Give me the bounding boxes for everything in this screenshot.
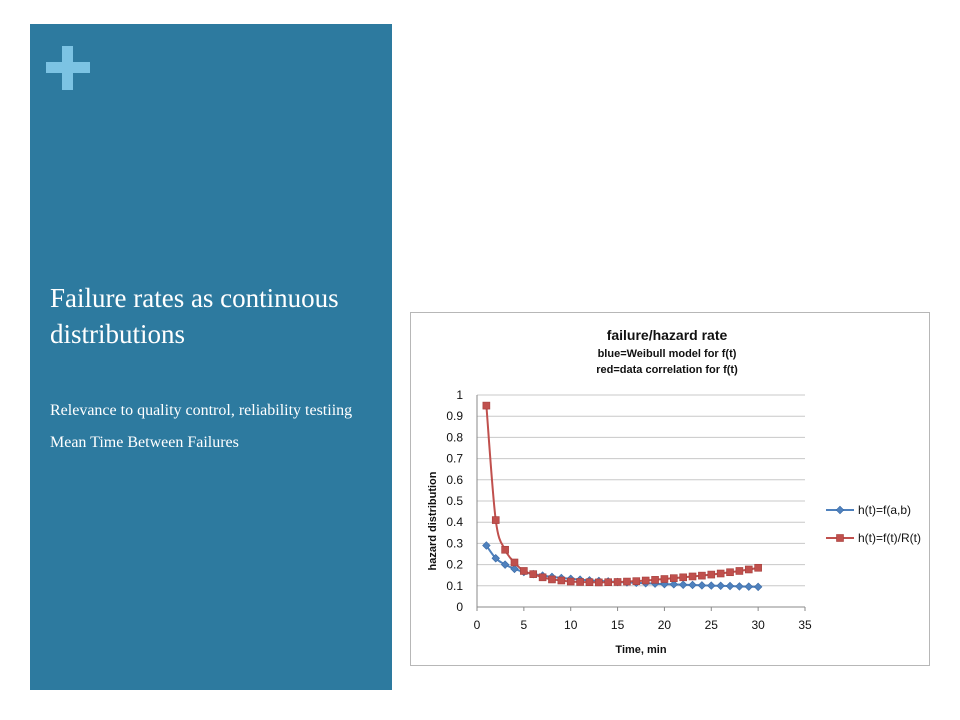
data-point [716, 569, 725, 578]
data-point [660, 579, 669, 589]
data-point [548, 575, 556, 584]
y-tick-label: 0.7 [446, 452, 463, 466]
data-point [669, 580, 679, 589]
data-point [557, 576, 566, 585]
x-tick-label: 5 [521, 618, 528, 632]
chart-frame: failure/hazard rate blue=Weibull model f… [410, 312, 930, 666]
data-point [632, 577, 641, 585]
y-tick-label: 1 [456, 388, 463, 402]
series-line [485, 544, 759, 588]
data-point [707, 581, 716, 590]
y-tick-label: 0.4 [446, 515, 463, 529]
data-point [651, 576, 659, 584]
data-point [576, 578, 584, 586]
bullet-list: Relevance to quality control, reliabilit… [50, 400, 380, 464]
x-axis-label: Time, min [615, 644, 666, 656]
data-point [679, 573, 687, 582]
data-point [735, 567, 744, 575]
legend-swatch-marker [835, 505, 845, 515]
y-axis-label: hazard distribution [427, 471, 439, 570]
data-point [482, 401, 491, 410]
data-point [613, 578, 622, 586]
slide-title: Failure rates as continuous distribution… [50, 283, 339, 349]
y-tick-label: 0.2 [446, 558, 463, 572]
data-point [725, 581, 735, 591]
data-point [510, 564, 519, 574]
data-point [501, 545, 509, 554]
title-panel [30, 24, 392, 690]
data-point [660, 575, 669, 583]
data-point [726, 568, 734, 577]
data-point [491, 554, 500, 563]
data-point [500, 560, 510, 569]
y-tick-label: 0.6 [446, 473, 463, 487]
legend-entry: h(t)=f(t)/R(t) [858, 531, 921, 545]
data-point [669, 574, 678, 582]
data-point [744, 582, 753, 591]
data-point [604, 578, 612, 586]
data-point [688, 572, 697, 581]
x-tick-label: 35 [798, 618, 812, 632]
data-point [678, 580, 688, 589]
data-point [716, 581, 725, 591]
data-point [744, 565, 753, 574]
data-point [641, 576, 650, 585]
y-tick-label: 0.8 [446, 430, 463, 444]
data-point [529, 570, 538, 578]
data-point [595, 578, 603, 587]
data-point [698, 571, 706, 580]
data-point [510, 558, 519, 567]
hazard-rate-chart: failure/hazard rate blue=Weibull model f… [427, 327, 921, 656]
data-point [520, 567, 528, 575]
data-point [707, 570, 716, 579]
bullet-item: Mean Time Between Failures [50, 434, 239, 451]
data-point [482, 541, 491, 550]
y-tick-label: 0.3 [446, 536, 463, 550]
x-tick-label: 25 [705, 618, 719, 632]
chart-title: failure/hazard rate [607, 327, 728, 343]
chart-subtitle-line: blue=Weibull model for f(t) [598, 348, 737, 360]
data-point [735, 582, 744, 591]
legend-entry: h(t)=f(a,b) [858, 503, 911, 517]
data-point [697, 581, 707, 590]
series-line [485, 405, 759, 584]
data-point [754, 563, 762, 572]
data-point [623, 577, 631, 586]
data-point [688, 580, 697, 590]
x-tick-label: 20 [658, 618, 672, 632]
legend-swatch-marker [836, 534, 844, 542]
y-tick-label: 0.1 [446, 579, 463, 593]
x-tick-label: 30 [751, 618, 765, 632]
data-point [753, 582, 763, 592]
plus-icon [46, 46, 90, 90]
data-point [585, 578, 594, 586]
data-point [538, 573, 547, 582]
x-tick-label: 10 [564, 618, 578, 632]
bullet-item: Relevance to quality control, reliabilit… [50, 402, 353, 419]
data-point [491, 516, 500, 524]
chart-subtitle-line: red=data correlation for f(t) [596, 364, 738, 376]
y-tick-label: 0.5 [446, 494, 463, 508]
x-tick-label: 0 [474, 618, 481, 632]
y-tick-label: 0.9 [446, 409, 463, 423]
x-tick-label: 15 [611, 618, 625, 632]
y-tick-label: 0 [456, 600, 463, 614]
data-point [566, 577, 575, 586]
